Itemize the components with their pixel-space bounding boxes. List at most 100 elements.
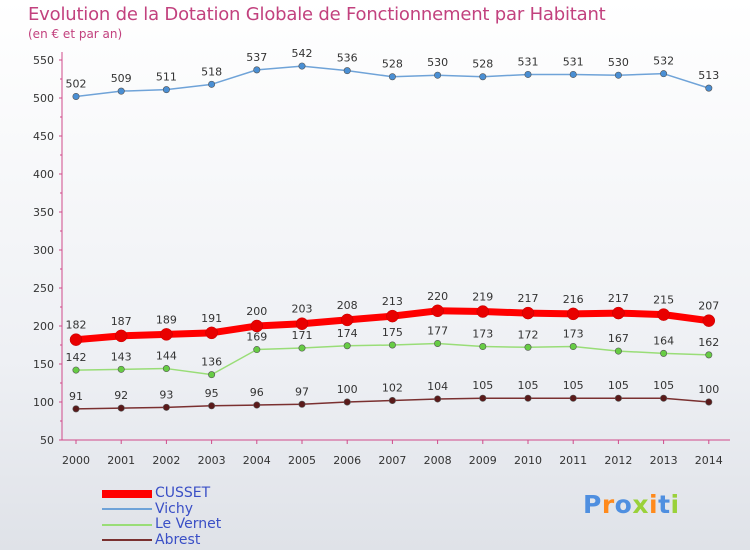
data-point-le-vernet (614, 347, 622, 355)
data-point-cusset (69, 333, 83, 346)
data-label-abrest: 105 (608, 379, 629, 392)
legend-item-vichy: Vichy (102, 500, 221, 518)
data-point-vichy (569, 70, 577, 78)
data-label-vichy: 542 (292, 47, 313, 60)
data-point-cusset (612, 306, 625, 320)
data-point-abrest (343, 398, 351, 406)
data-label-vichy: 532 (653, 55, 674, 68)
data-label-vichy: 531 (518, 55, 539, 68)
data-label-le-vernet: 175 (382, 326, 403, 339)
data-label-le-vernet: 171 (292, 329, 313, 342)
legend-label: Le Vernet (155, 516, 222, 533)
data-point-le-vernet (524, 343, 532, 351)
data-point-abrest (208, 402, 216, 410)
data-point-vichy (117, 87, 125, 95)
data-point-vichy (162, 86, 170, 94)
data-label-cusset: 216 (563, 293, 584, 306)
data-label-cusset: 217 (518, 292, 539, 305)
logo-letter: r (601, 490, 615, 519)
data-point-le-vernet (388, 341, 396, 349)
data-point-abrest (705, 398, 713, 406)
legend-item-abrest: Abrest (102, 532, 221, 549)
y-tick-label: 100 (33, 396, 54, 409)
data-label-vichy: 530 (427, 56, 448, 69)
data-label-abrest: 95 (205, 387, 219, 400)
data-point-cusset (160, 328, 173, 341)
data-label-cusset: 215 (653, 294, 674, 307)
x-tick-label: 2006 (333, 454, 361, 467)
data-label-le-vernet: 167 (608, 332, 629, 345)
data-point-abrest (253, 401, 261, 409)
legend-label: Vichy (155, 500, 194, 517)
data-label-vichy: 528 (472, 58, 493, 71)
data-point-vichy (298, 62, 306, 70)
data-label-le-vernet: 169 (246, 331, 267, 344)
data-label-le-vernet: 136 (201, 356, 222, 369)
logo-letter: i (670, 490, 680, 519)
data-label-vichy: 509 (111, 72, 132, 85)
x-tick-label: 2003 (198, 454, 226, 467)
data-label-le-vernet: 173 (563, 328, 584, 341)
data-point-abrest (298, 400, 306, 408)
data-point-le-vernet (208, 371, 216, 379)
chart-subtitle: (en € et par an) (28, 27, 123, 41)
data-label-le-vernet: 142 (66, 351, 87, 364)
data-point-cusset (657, 308, 670, 321)
data-point-cusset (566, 307, 580, 321)
data-point-vichy (479, 73, 487, 81)
data-point-cusset (386, 309, 399, 323)
data-label-vichy: 531 (563, 55, 584, 68)
data-label-vichy: 511 (156, 71, 177, 84)
data-point-le-vernet (298, 344, 306, 352)
data-point-cusset (476, 305, 490, 318)
data-label-cusset: 200 (246, 305, 267, 318)
data-label-abrest: 100 (698, 383, 719, 396)
data-point-cusset (295, 317, 309, 330)
data-point-le-vernet (569, 343, 577, 351)
data-label-cusset: 191 (201, 312, 222, 325)
data-point-le-vernet (705, 351, 713, 359)
data-point-vichy (72, 92, 80, 100)
y-tick-label: 450 (33, 130, 54, 143)
data-point-abrest (660, 394, 668, 402)
data-point-vichy (343, 67, 351, 75)
data-label-cusset: 189 (156, 313, 177, 326)
data-label-vichy: 536 (337, 52, 358, 65)
x-tick-label: 2002 (152, 454, 180, 467)
data-label-cusset: 217 (608, 292, 629, 305)
data-point-vichy (614, 71, 622, 79)
data-label-abrest: 96 (250, 386, 264, 399)
data-label-abrest: 105 (472, 379, 493, 392)
data-point-abrest (569, 394, 577, 402)
data-label-le-vernet: 174 (337, 327, 358, 340)
data-label-abrest: 92 (114, 389, 128, 402)
data-point-le-vernet (434, 339, 442, 347)
x-tick-label: 2013 (650, 454, 678, 467)
data-label-abrest: 100 (337, 383, 358, 396)
legend-item-cusset: CUSSET (102, 486, 221, 502)
data-point-abrest (614, 394, 622, 402)
chart-title: Evolution de la Dotation Globale de Fonc… (28, 4, 606, 25)
legend-label: CUSSET (155, 485, 211, 502)
data-label-le-vernet: 173 (472, 328, 493, 341)
data-point-abrest (72, 405, 80, 413)
data-label-cusset: 213 (382, 295, 403, 308)
data-point-le-vernet (72, 366, 80, 374)
y-tick-label: 50 (40, 434, 54, 447)
y-tick-label: 200 (33, 320, 54, 333)
data-label-cusset: 220 (427, 290, 448, 303)
data-point-abrest (388, 396, 396, 404)
x-tick-label: 2012 (604, 454, 632, 467)
data-point-vichy (388, 73, 396, 81)
data-label-abrest: 93 (159, 388, 173, 401)
data-label-abrest: 102 (382, 381, 403, 394)
data-point-le-vernet (343, 342, 351, 350)
data-label-vichy: 530 (608, 56, 629, 69)
x-tick-label: 2014 (695, 454, 723, 467)
data-label-vichy: 537 (246, 51, 267, 64)
data-label-vichy: 518 (201, 65, 222, 78)
x-tick-label: 2000 (62, 454, 90, 467)
y-tick-label: 550 (33, 54, 54, 67)
data-label-abrest: 105 (563, 379, 584, 392)
data-label-le-vernet: 172 (518, 328, 539, 341)
